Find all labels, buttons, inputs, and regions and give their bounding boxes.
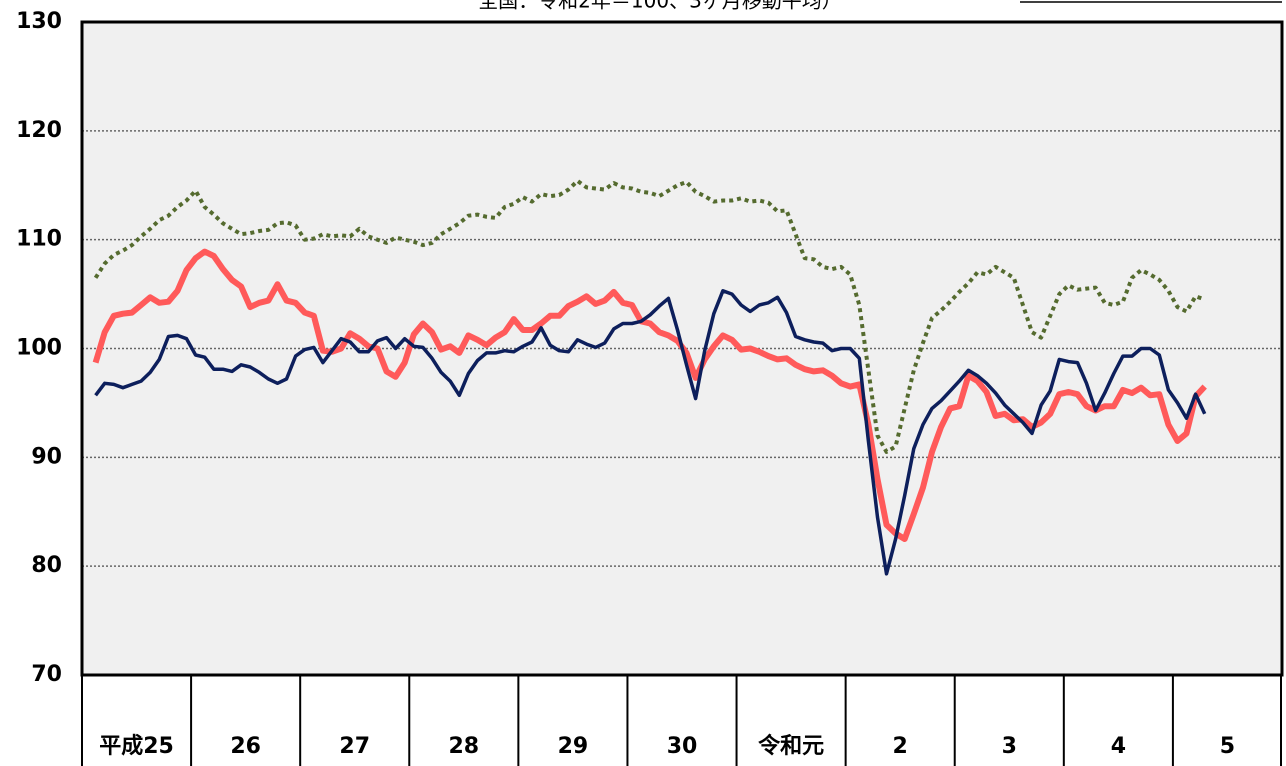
y-tick-label: 90 <box>31 444 62 469</box>
y-tick-label: 130 <box>16 9 62 34</box>
x-tick-label: 5 <box>1220 734 1235 759</box>
chart-subtitle: 全国：令和2年＝100、3ヶ月移動平均） <box>478 0 842 13</box>
x-tick-label: 29 <box>558 734 589 759</box>
series-line <box>94 289 1207 576</box>
x-tick-label: 26 <box>230 734 261 759</box>
x-tick-label: 3 <box>1002 734 1017 759</box>
y-tick-label: 110 <box>16 227 62 252</box>
y-tick-label: 120 <box>16 118 62 143</box>
y-tick-label: 70 <box>31 662 62 687</box>
x-tick-label: 28 <box>449 734 480 759</box>
plot-border <box>80 20 1284 677</box>
x-tick-label: 30 <box>667 734 698 759</box>
series-line <box>93 178 1206 454</box>
x-tick-label: 2 <box>893 734 908 759</box>
y-tick-label: 100 <box>16 336 62 361</box>
x-tick-label: 27 <box>339 734 370 759</box>
x-tick-label: 平成25 <box>99 734 174 759</box>
axes: 70 80 90 100 110 120 130 平成25 26 27 28 29 30 令和元 2 3 4 5 <box>16 9 1282 766</box>
x-tick-label: 令和元 <box>758 733 824 759</box>
y-tick-label: 80 <box>31 553 62 578</box>
x-tick-label: 4 <box>1111 734 1126 759</box>
lines <box>92 178 1207 576</box>
